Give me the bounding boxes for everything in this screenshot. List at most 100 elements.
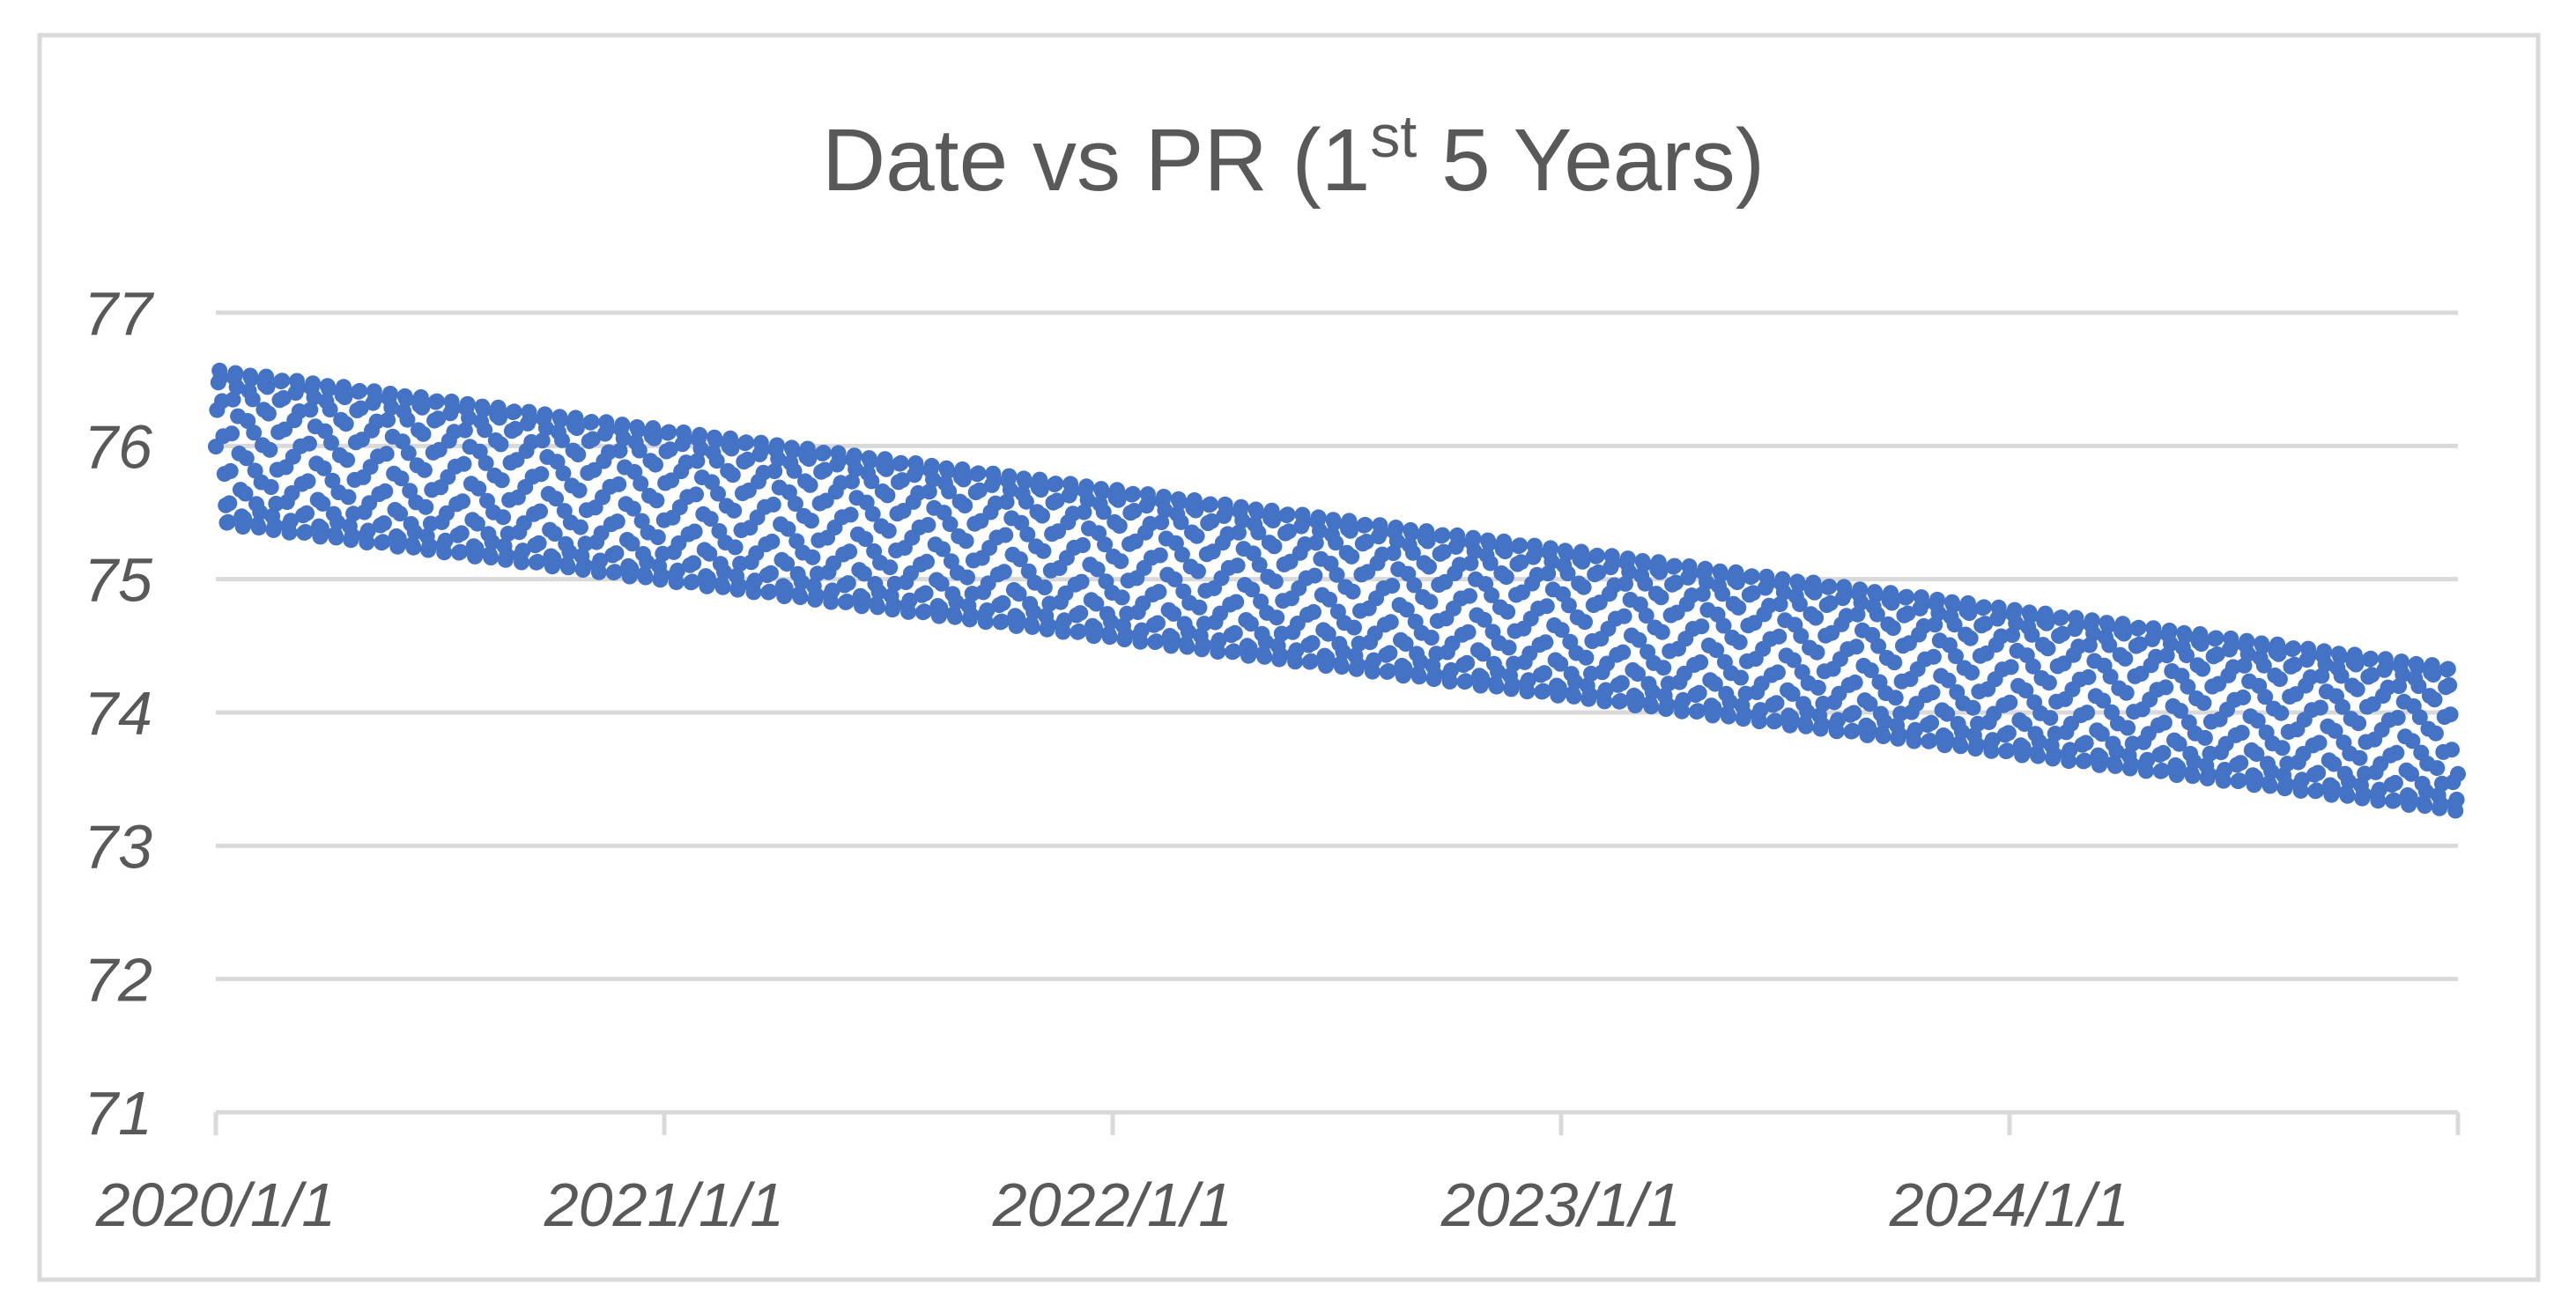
data-point-marker <box>1793 628 1810 644</box>
data-point-marker <box>469 515 485 532</box>
data-point-marker <box>300 473 316 490</box>
data-point-marker <box>1659 697 1676 712</box>
data-point-marker <box>532 503 548 520</box>
data-point-marker <box>2442 706 2459 723</box>
data-point-marker <box>839 594 855 609</box>
data-point-marker <box>855 565 872 582</box>
data-point-marker <box>1930 605 1947 621</box>
data-point-marker <box>1164 630 1181 646</box>
data-point-marker <box>2040 675 2057 691</box>
data-point-marker <box>786 462 803 479</box>
data-point-marker <box>855 590 871 607</box>
data-point-marker <box>238 450 255 467</box>
y-tick-label: 71 <box>84 1079 152 1148</box>
data-point-marker <box>908 461 925 478</box>
data-point-marker <box>306 389 322 406</box>
data-point-marker <box>958 533 974 550</box>
data-point-marker <box>445 400 461 417</box>
data-point-marker <box>1334 659 1351 675</box>
data-point-marker <box>1768 695 1785 712</box>
data-point-marker <box>1731 634 1748 651</box>
data-point-marker <box>2341 773 2357 790</box>
data-point-marker <box>649 529 666 545</box>
data-point-marker <box>374 534 391 550</box>
data-point-marker <box>701 545 718 562</box>
data-point-marker <box>1228 594 1245 610</box>
data-point-marker <box>1708 642 1725 659</box>
data-point-marker <box>1070 623 1087 639</box>
data-point-marker <box>2371 781 2387 798</box>
data-point-marker <box>260 405 277 422</box>
data-point-marker <box>1465 529 1482 546</box>
data-point-marker <box>1535 683 1551 699</box>
data-point-marker <box>609 513 625 530</box>
data-point-marker <box>300 435 317 452</box>
data-point-marker <box>2179 647 2195 664</box>
data-point-marker <box>2015 739 2032 756</box>
data-point-marker <box>1423 630 1440 646</box>
data-point-marker <box>1543 553 1560 570</box>
data-point-marker <box>2076 752 2093 769</box>
chart-title-suffix: 5 Years) <box>1417 111 1765 210</box>
data-point-marker <box>1188 528 1205 544</box>
data-point-marker <box>1241 639 1258 656</box>
data-point-marker <box>1654 624 1670 640</box>
data-point-marker <box>1257 633 1274 650</box>
data-point-marker <box>1172 494 1188 511</box>
data-point-marker <box>1462 587 1477 604</box>
data-point-marker <box>1397 636 1414 652</box>
data-point-marker <box>421 537 438 554</box>
data-point-marker <box>406 524 423 541</box>
data-point-marker <box>398 391 414 408</box>
data-point-marker <box>1490 663 1506 680</box>
data-point-marker <box>631 442 648 459</box>
data-point-marker <box>2173 703 2188 719</box>
y-axis-tick-labels: 71 72 73 74 75 76 77 <box>84 279 155 1148</box>
data-point-marker <box>1226 624 1243 641</box>
data-point-marker <box>339 452 356 469</box>
data-point-marker <box>1499 603 1516 620</box>
data-point-marker <box>1036 579 1053 595</box>
data-point-marker <box>1884 594 1900 611</box>
data-point-marker <box>240 413 256 429</box>
data-point-marker <box>614 417 631 433</box>
data-point-marker <box>2224 637 2240 653</box>
data-point-marker <box>2393 653 2409 670</box>
data-point-marker <box>383 399 400 416</box>
data-point-marker <box>2327 722 2343 739</box>
data-point-marker <box>2154 762 2171 779</box>
data-point-marker <box>848 461 864 477</box>
data-point-marker <box>1769 664 1786 681</box>
data-point-marker <box>1111 518 1128 535</box>
data-point-marker <box>2102 668 2119 685</box>
data-point-marker <box>283 513 299 529</box>
data-point-marker <box>864 506 881 522</box>
data-point-marker <box>2023 607 2039 624</box>
data-point-marker <box>1797 718 1814 735</box>
data-point-marker <box>1190 563 1206 579</box>
data-point-marker <box>477 422 493 439</box>
data-point-marker <box>1488 678 1505 695</box>
data-point-marker <box>414 399 431 416</box>
data-point-marker <box>484 534 500 550</box>
data-point-marker <box>700 570 716 587</box>
data-point-marker <box>1847 674 1863 690</box>
data-point-marker <box>2441 677 2458 693</box>
data-point-marker <box>995 594 1011 611</box>
data-point-marker <box>1537 634 1554 651</box>
data-point-marker <box>702 511 719 528</box>
data-point-marker <box>770 451 787 468</box>
data-point-marker <box>1605 554 1622 571</box>
data-point-marker <box>545 550 562 566</box>
data-point-marker <box>935 541 951 557</box>
data-point-marker <box>1899 605 1916 622</box>
data-point-marker <box>514 554 529 571</box>
data-point-marker <box>1810 679 1826 696</box>
data-point-marker <box>1560 597 1577 614</box>
data-point-marker <box>1153 514 1170 531</box>
data-point-marker <box>1434 527 1451 543</box>
data-point-marker <box>1441 673 1458 690</box>
data-point-marker <box>2139 751 2156 768</box>
data-point-marker <box>2201 766 2217 783</box>
data-point-marker <box>1232 498 1249 515</box>
